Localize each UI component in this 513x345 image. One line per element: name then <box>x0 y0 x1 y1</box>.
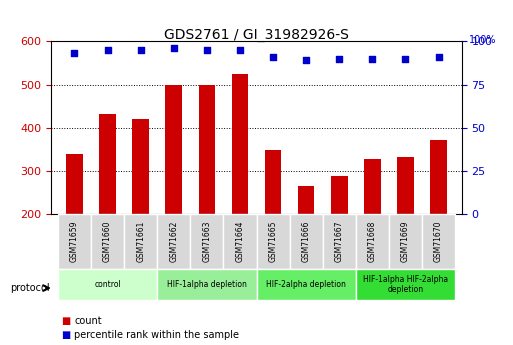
FancyBboxPatch shape <box>223 214 256 269</box>
Text: GSM71659: GSM71659 <box>70 221 79 262</box>
Bar <box>199 85 215 214</box>
Point <box>269 54 277 60</box>
Text: HIF-1alpha depletion: HIF-1alpha depletion <box>167 280 247 289</box>
Text: GSM71665: GSM71665 <box>268 221 278 262</box>
Text: GSM71661: GSM71661 <box>136 221 145 262</box>
Text: GSM71663: GSM71663 <box>202 221 211 262</box>
Point <box>435 54 443 60</box>
Text: percentile rank within the sample: percentile rank within the sample <box>74 330 240 339</box>
Text: GSM71660: GSM71660 <box>103 221 112 262</box>
Text: GSM71666: GSM71666 <box>302 221 311 262</box>
Text: GSM71664: GSM71664 <box>235 221 245 262</box>
Bar <box>100 114 116 214</box>
FancyBboxPatch shape <box>256 269 356 300</box>
FancyBboxPatch shape <box>256 214 290 269</box>
Text: ■: ■ <box>62 330 71 339</box>
Bar <box>430 140 447 214</box>
Point <box>70 51 78 56</box>
Text: GSM71670: GSM71670 <box>434 221 443 262</box>
Text: protocol: protocol <box>10 283 50 293</box>
FancyBboxPatch shape <box>157 269 256 300</box>
Text: 100%: 100% <box>469 35 497 45</box>
Bar <box>66 155 83 214</box>
FancyBboxPatch shape <box>356 269 455 300</box>
Bar <box>298 186 314 214</box>
Point <box>236 47 244 53</box>
Text: ■: ■ <box>62 316 71 326</box>
Text: GDS2761 / GI_31982926-S: GDS2761 / GI_31982926-S <box>164 28 349 42</box>
Text: GSM71667: GSM71667 <box>335 221 344 262</box>
FancyBboxPatch shape <box>91 214 124 269</box>
FancyBboxPatch shape <box>124 214 157 269</box>
FancyBboxPatch shape <box>290 214 323 269</box>
Point <box>401 56 409 61</box>
Point <box>170 46 178 51</box>
FancyBboxPatch shape <box>422 214 455 269</box>
FancyBboxPatch shape <box>58 269 157 300</box>
Text: GSM71669: GSM71669 <box>401 221 410 262</box>
FancyBboxPatch shape <box>58 214 91 269</box>
Point <box>335 56 343 61</box>
Text: control: control <box>94 280 121 289</box>
FancyBboxPatch shape <box>323 214 356 269</box>
Bar <box>364 159 381 214</box>
Text: HIF-1alpha HIF-2alpha
depletion: HIF-1alpha HIF-2alpha depletion <box>363 275 448 294</box>
Point <box>136 47 145 53</box>
Bar <box>265 150 281 214</box>
Bar <box>397 157 413 214</box>
Text: count: count <box>74 316 102 326</box>
Bar <box>232 74 248 214</box>
Bar <box>331 176 347 214</box>
Point <box>302 58 310 63</box>
FancyBboxPatch shape <box>190 214 223 269</box>
Point <box>203 47 211 53</box>
Text: GSM71662: GSM71662 <box>169 221 178 262</box>
FancyBboxPatch shape <box>389 214 422 269</box>
Bar <box>166 85 182 214</box>
FancyBboxPatch shape <box>356 214 389 269</box>
Text: GSM71668: GSM71668 <box>368 221 377 262</box>
Point <box>104 47 112 53</box>
Text: HIF-2alpha depletion: HIF-2alpha depletion <box>266 280 346 289</box>
Point <box>368 56 377 61</box>
FancyBboxPatch shape <box>157 214 190 269</box>
Bar <box>132 119 149 214</box>
